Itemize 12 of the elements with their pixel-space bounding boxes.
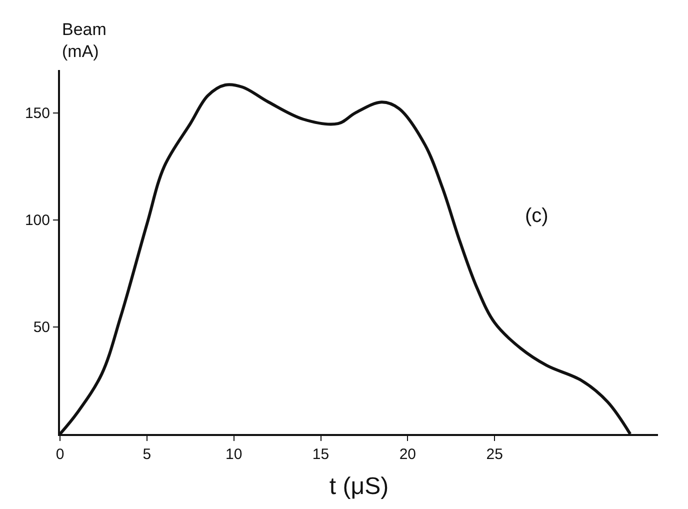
- x-tick-label: 15: [312, 446, 330, 463]
- y-axis-title: Beam (mA): [62, 20, 106, 62]
- x-tick-label: 10: [225, 446, 242, 463]
- x-tick-label: 25: [486, 446, 503, 463]
- y-tick-label: 150: [24, 105, 50, 122]
- y-tick-label: 100: [24, 212, 50, 230]
- x-tick-label: 5: [142, 446, 152, 463]
- x-tick-label: 20: [399, 446, 416, 463]
- annotation: (c): [525, 205, 548, 227]
- y-tick-label: 50: [33, 319, 50, 336]
- x-axis-title: t (μS): [329, 472, 389, 500]
- x-tick-label: 0: [56, 446, 64, 463]
